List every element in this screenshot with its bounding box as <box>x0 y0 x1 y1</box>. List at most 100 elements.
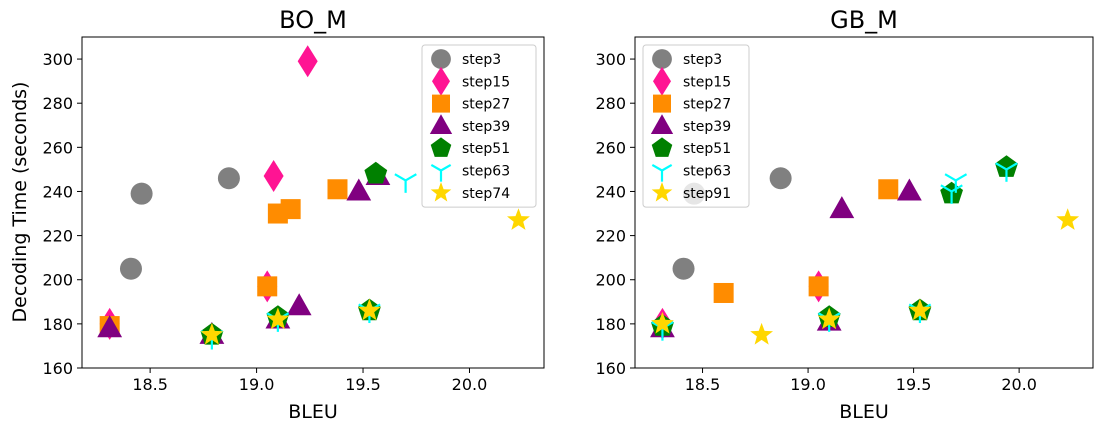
point-step3-0 <box>119 257 142 280</box>
point-step39-4 <box>346 178 372 201</box>
point-step91-1 <box>750 322 773 345</box>
point-step39-0 <box>97 315 123 338</box>
x-axis-label-gb-m: BLEU <box>839 401 889 421</box>
y-tick-label: 160 <box>595 359 626 378</box>
legend-marker-step91 <box>651 182 673 202</box>
point-step3-1 <box>130 182 153 205</box>
point-step39-3 <box>286 293 312 316</box>
y-tick-label: 300 <box>42 50 73 69</box>
point-step91-4 <box>1056 208 1080 230</box>
legend-label-step74: step74 <box>462 186 510 202</box>
point-step63-5 <box>995 162 1018 182</box>
point-step39-2 <box>829 196 855 219</box>
legend-label-step63: step63 <box>683 164 731 180</box>
point-step3-0 <box>672 257 695 280</box>
legend-marker-step39 <box>650 114 674 134</box>
legend-marker-step51 <box>651 137 673 157</box>
y-tick-label: 240 <box>595 182 626 201</box>
y-tick-label: 260 <box>595 138 626 157</box>
point-step74-1 <box>266 307 290 330</box>
point-step15-2 <box>263 160 284 193</box>
point-step63-3 <box>940 184 963 204</box>
legend-label-step15: step15 <box>462 74 510 90</box>
legend-label-step39: step39 <box>683 119 731 135</box>
y-tick-label: 300 <box>595 50 626 69</box>
point-step27-1 <box>808 276 829 297</box>
chart-title-gb-m: GB_M <box>830 6 898 34</box>
legend-label-step3: step3 <box>462 52 501 68</box>
legend-marker-step15 <box>653 66 671 96</box>
legend-marker-step39 <box>429 114 453 134</box>
point-step74-3 <box>507 208 530 230</box>
legend-marker-step74 <box>430 182 452 202</box>
legend-label-step39: step39 <box>462 119 510 135</box>
markers-bo-m <box>97 45 530 350</box>
x-axis-label-bo-m: BLEU <box>288 401 338 421</box>
legend-gb-m: step3 step15 step27 step39 step51 step63 step9… <box>642 44 750 208</box>
y-tick-label: 200 <box>595 271 626 290</box>
point-step3-2 <box>769 167 792 190</box>
legend-label-step3: step3 <box>683 52 722 68</box>
point-step51-3 <box>364 161 388 184</box>
x-tick-label: 20.0 <box>452 375 488 394</box>
legend-frame <box>421 44 537 208</box>
x-tick-label: 19.0 <box>239 375 275 394</box>
legend-label-step15: step15 <box>683 74 731 90</box>
y-axis-label: Decoding Time (seconds) <box>9 82 31 323</box>
y-tick-label: 260 <box>42 138 73 157</box>
point-step74-0 <box>200 322 224 345</box>
point-step74-2 <box>358 298 381 321</box>
point-step27-4 <box>327 179 348 200</box>
x-tick-label: 19.0 <box>790 375 826 394</box>
y-tick-label: 220 <box>595 227 626 246</box>
point-step91-2 <box>817 307 841 330</box>
legend-label-step27: step27 <box>462 97 510 113</box>
point-step63-4 <box>944 173 968 193</box>
x-tick-label: 20.0 <box>1001 375 1037 394</box>
y-tick-label: 220 <box>42 227 73 246</box>
legend-marker-step51 <box>430 137 452 157</box>
chart-bo-m: BO_M 18.5 19.0 19.5 20.0 160 180 200 220 240 260 28… <box>42 6 545 421</box>
legend-label-step27: step27 <box>683 97 731 113</box>
point-step63-3 <box>394 173 417 193</box>
y-tick-label: 160 <box>42 359 73 378</box>
legend-marker-step3 <box>431 49 451 69</box>
y-tick-label: 280 <box>42 94 73 113</box>
legend-marker-step27 <box>432 94 450 113</box>
y-tick-label: 240 <box>42 182 73 201</box>
x-tick-label: 18.5 <box>685 375 721 394</box>
y-tick-label: 280 <box>595 94 626 113</box>
y-tick-label: 180 <box>595 315 626 334</box>
point-step91-3 <box>908 298 932 321</box>
chart-title-bo-m: BO_M <box>279 6 347 34</box>
legend-marker-step63 <box>430 163 452 182</box>
legend-marker-step15 <box>432 66 450 96</box>
point-step15-3 <box>297 45 318 78</box>
y-tick-label: 180 <box>42 315 73 334</box>
legend-label-step91: step91 <box>683 186 731 202</box>
legend-label-step51: step51 <box>462 141 510 157</box>
point-step27-1 <box>257 276 278 297</box>
x-tick-label: 18.5 <box>132 375 168 394</box>
markers-gb-m <box>650 155 1080 345</box>
point-step39-3 <box>896 178 922 201</box>
plot-frame-bo-m <box>81 36 545 369</box>
legend-marker-step27 <box>653 94 671 113</box>
point-step27-3 <box>280 199 301 220</box>
legend-marker-step63 <box>651 163 673 182</box>
point-step27-0 <box>713 282 734 303</box>
point-step91-0 <box>651 311 674 334</box>
y-tick-label: 200 <box>42 271 73 290</box>
point-step3-2 <box>217 167 240 190</box>
legend-marker-step3 <box>652 49 672 69</box>
legend-bo-m: step3 step15 step27 step39 step51 step63 step7… <box>421 44 537 208</box>
point-step51-4 <box>995 155 1018 177</box>
chart-gb-m: GB_M 18.5 19.0 19.5 20.0 160 180 200 220 240 260 28… <box>595 6 1094 421</box>
x-tick-label: 19.5 <box>345 375 381 394</box>
legend-label-step51: step51 <box>683 141 731 157</box>
plot-frame-gb-m <box>634 36 1094 369</box>
x-tick-label: 19.5 <box>896 375 932 394</box>
point-step27-2 <box>878 179 899 200</box>
legend-label-step63: step63 <box>462 164 510 180</box>
